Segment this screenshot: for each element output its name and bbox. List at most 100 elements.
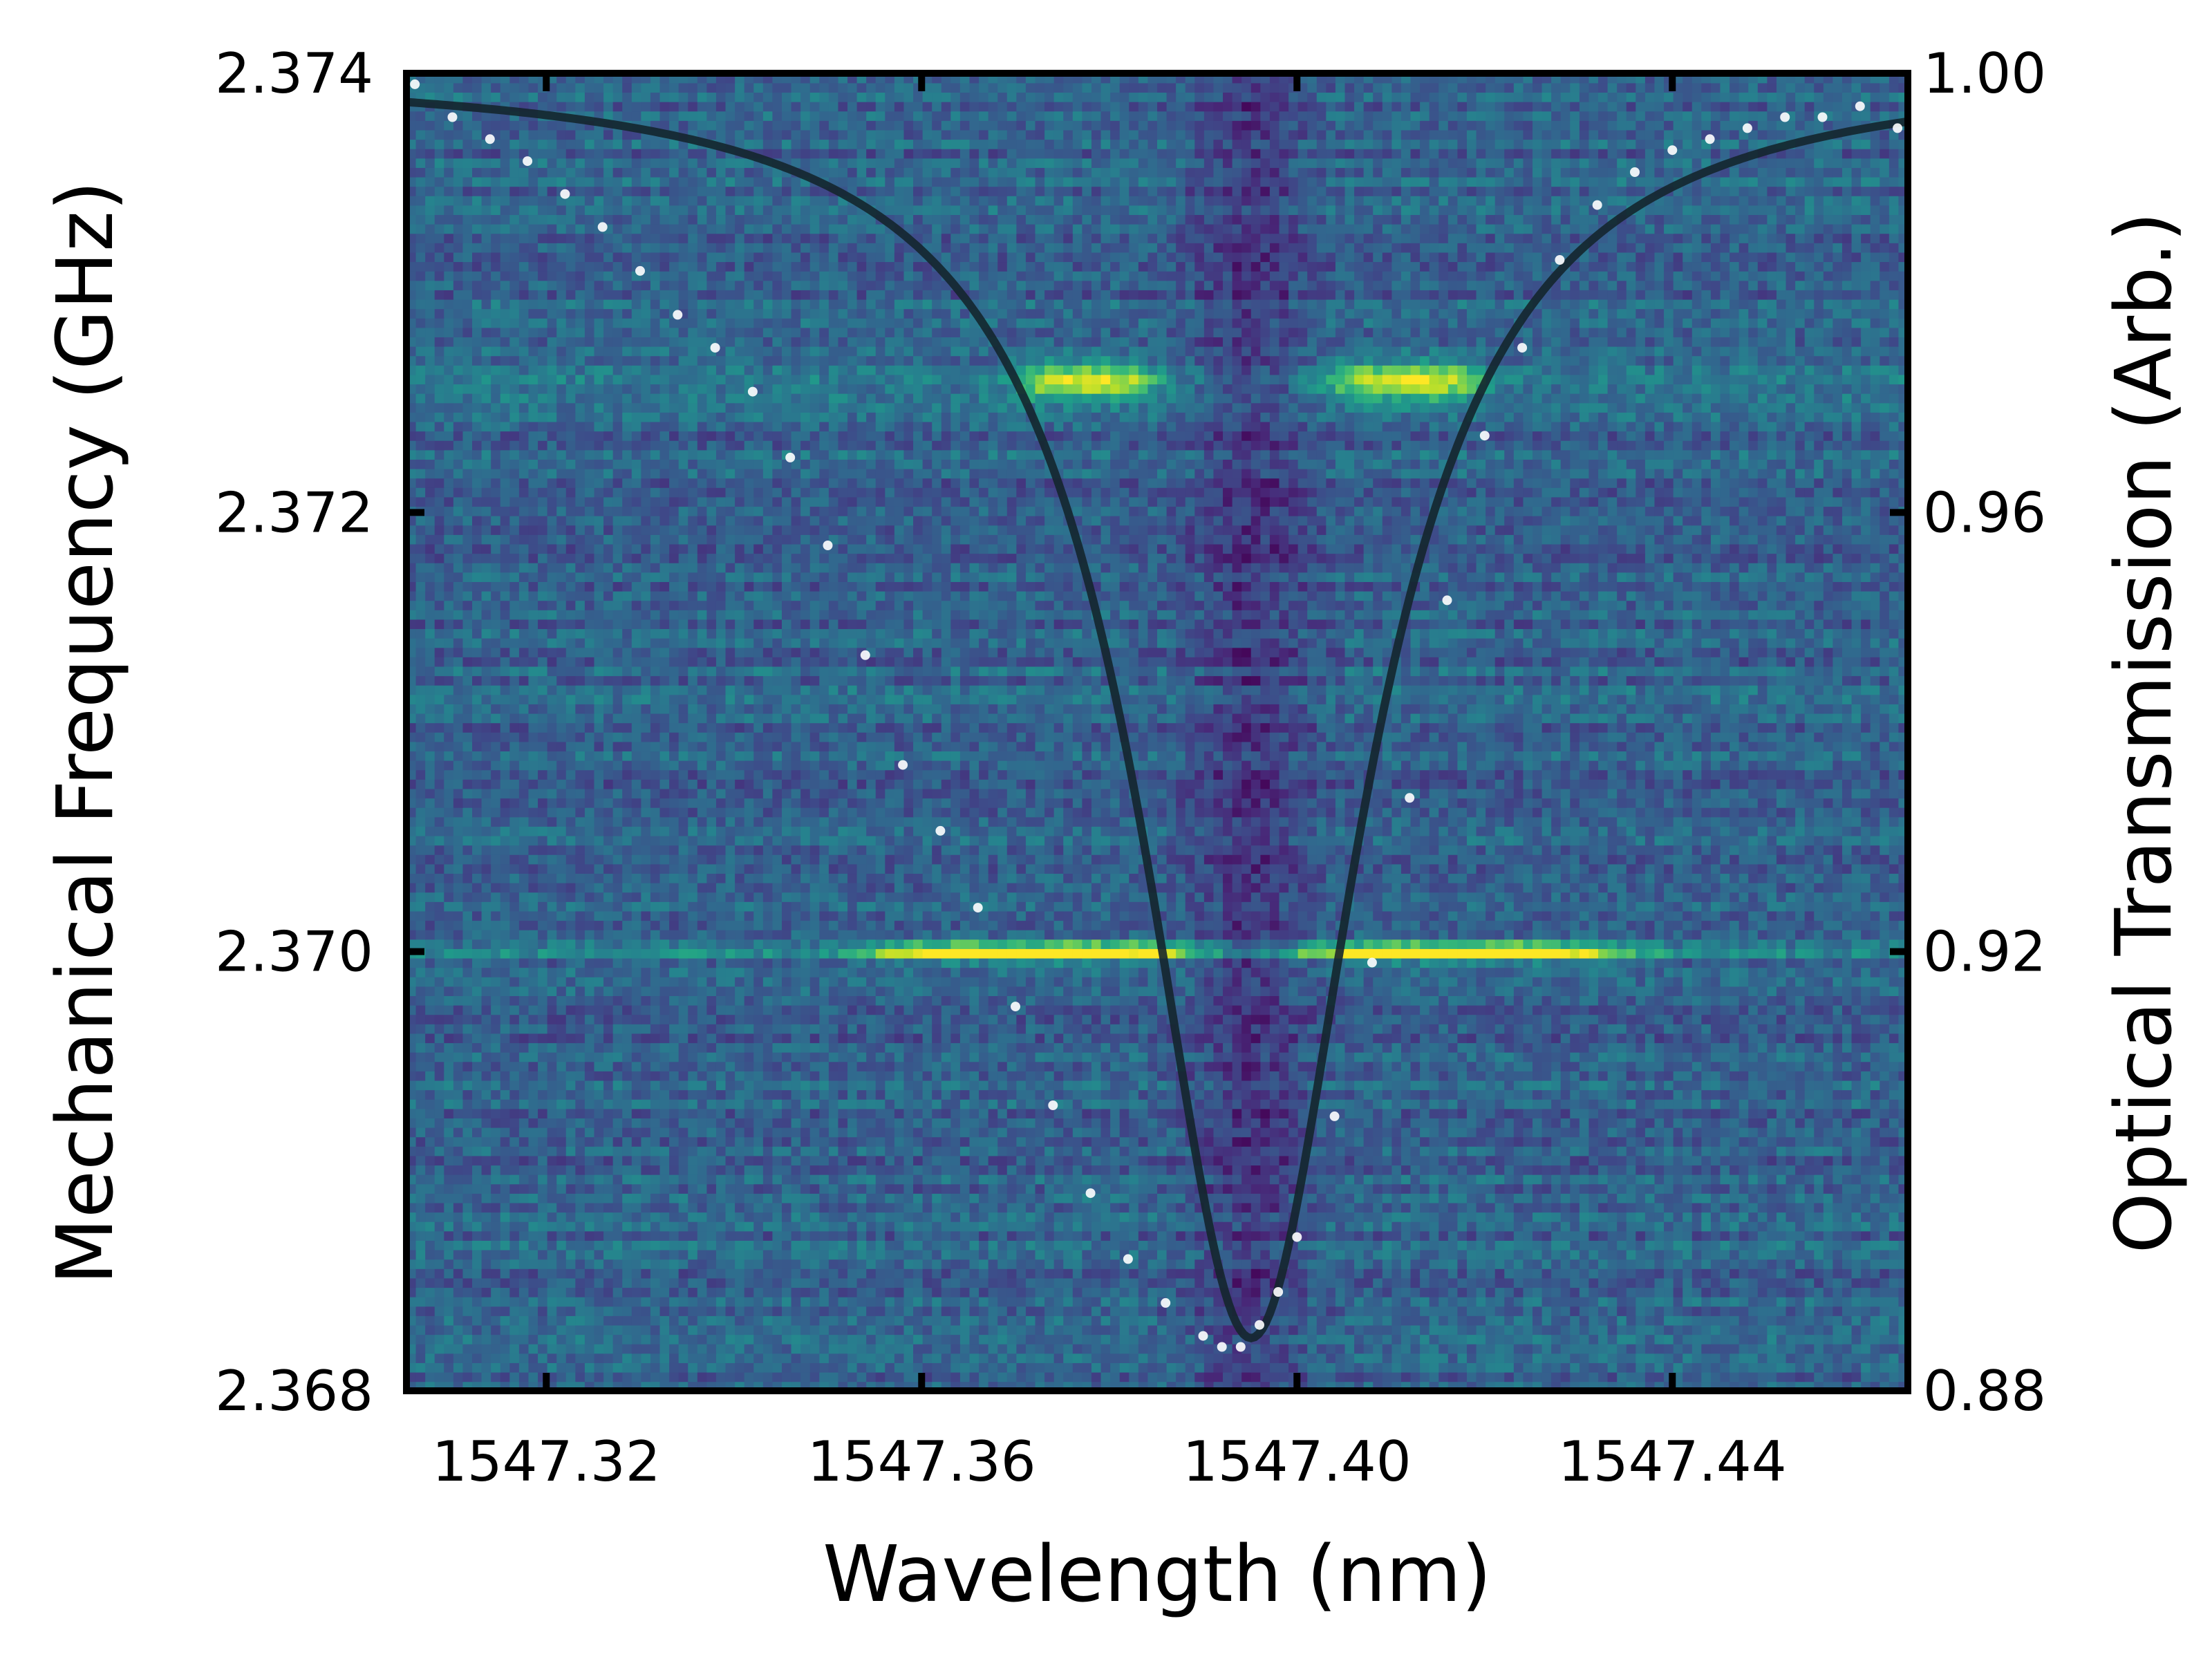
heatmap-cell <box>519 1146 529 1156</box>
heatmap-cell <box>706 1146 716 1156</box>
heatmap-cell <box>1533 1334 1542 1344</box>
heatmap-cell <box>528 1183 538 1193</box>
heatmap-cell <box>1758 1334 1768 1344</box>
heatmap-cell <box>857 1221 867 1231</box>
heatmap-cell <box>416 1174 426 1184</box>
heatmap-cell <box>1683 1259 1692 1268</box>
heatmap-cell <box>979 1315 988 1325</box>
heatmap-cell <box>641 1353 650 1363</box>
heatmap-cell <box>575 1212 585 1221</box>
heatmap-cell <box>416 1165 426 1174</box>
heatmap-cell <box>538 1127 547 1137</box>
heatmap-cell <box>1495 1240 1505 1250</box>
heatmap-cell <box>1063 1212 1073 1221</box>
heatmap-cell <box>1073 1203 1082 1212</box>
heatmap-cell <box>1007 1353 1017 1363</box>
heatmap-cell <box>1674 1221 1683 1231</box>
heatmap-cell <box>1411 1334 1421 1344</box>
heatmap-cell <box>1880 1362 1889 1372</box>
heatmap-cell <box>519 1212 529 1221</box>
heatmap-cell <box>735 1325 744 1335</box>
heatmap-cell <box>594 1287 604 1297</box>
heatmap-cell <box>1223 1231 1232 1241</box>
heatmap-cell <box>1561 1203 1571 1212</box>
heatmap-cell <box>1082 1315 1091 1325</box>
heatmap-cell <box>594 1344 604 1353</box>
heatmap-cell <box>960 1287 970 1297</box>
heatmap-cell <box>1721 1193 1730 1203</box>
heatmap-cell <box>1194 1250 1204 1259</box>
heatmap-cell <box>650 1344 660 1353</box>
heatmap-cell <box>1260 1362 1270 1372</box>
heatmap-cell <box>997 1315 1007 1325</box>
heatmap-cell <box>500 1174 510 1184</box>
heatmap-cell <box>519 1231 529 1241</box>
heatmap-cell <box>462 1278 472 1288</box>
heatmap-cell <box>669 1221 679 1231</box>
heatmap-cell <box>491 1297 500 1306</box>
heatmap-cell <box>1580 1156 1589 1165</box>
heatmap-cell <box>1842 1353 1852 1363</box>
heatmap-cell <box>1147 1146 1157 1156</box>
heatmap-cell <box>1580 1297 1589 1306</box>
heatmap-cell <box>1654 1156 1664 1165</box>
heatmap-cell <box>763 1240 773 1250</box>
heatmap-cell <box>1608 1156 1618 1165</box>
heatmap-cell <box>894 1372 904 1382</box>
heatmap-cell <box>1767 1240 1777 1250</box>
heatmap-cell <box>1251 1183 1261 1193</box>
heatmap-cell <box>1588 1315 1598 1325</box>
heatmap-cell <box>1880 1183 1889 1193</box>
heatmap-cell <box>1730 1203 1739 1212</box>
heatmap-cell <box>903 1344 913 1353</box>
heatmap-cell <box>1232 1212 1242 1221</box>
heatmap-cell <box>472 1250 482 1259</box>
heatmap-cell <box>1364 1212 1374 1221</box>
heatmap-cell <box>1889 1297 1899 1306</box>
heatmap-cell <box>1711 1136 1721 1146</box>
heatmap-cell <box>444 1334 453 1344</box>
heatmap-cell <box>697 1146 707 1156</box>
heatmap-cell <box>1063 1362 1073 1372</box>
heatmap-cell <box>1035 1268 1045 1278</box>
heatmap-cell <box>1608 1183 1618 1193</box>
heatmap-cell <box>726 1344 735 1353</box>
heatmap-cell <box>519 1315 529 1325</box>
heatmap-cell <box>1504 1344 1514 1353</box>
heatmap-cell <box>923 1183 932 1193</box>
heatmap-cell <box>519 1193 529 1203</box>
heatmap-cell <box>1721 1268 1730 1278</box>
heatmap-cell <box>1514 1221 1524 1231</box>
heatmap-cell <box>622 1221 632 1231</box>
heatmap-cell <box>1335 1136 1345 1146</box>
heatmap-cell <box>1138 1250 1148 1259</box>
heatmap-cell <box>1758 1203 1768 1212</box>
heatmap-cell <box>1007 1146 1017 1156</box>
heatmap-cell <box>1852 1240 1862 1250</box>
heatmap-cell <box>1635 1174 1645 1184</box>
heatmap-cell <box>1664 1240 1674 1250</box>
heatmap-cell <box>1654 1278 1664 1288</box>
heatmap-cell <box>482 1250 491 1259</box>
heatmap-cell <box>1758 1240 1768 1250</box>
heatmap-cell <box>1701 1156 1711 1165</box>
heatmap-cell <box>1082 1306 1091 1315</box>
heatmap-cell <box>782 1212 791 1221</box>
heatmap-cell <box>1598 1315 1608 1325</box>
heatmap-cell <box>1026 1156 1035 1165</box>
heatmap-cell <box>603 1372 613 1382</box>
heatmap-cell <box>1213 1353 1223 1363</box>
heatmap-cell <box>1044 1268 1054 1278</box>
heatmap-cell <box>1561 1259 1571 1268</box>
heatmap-cell <box>594 1372 604 1382</box>
heatmap-cell <box>1561 1372 1571 1382</box>
heatmap-cell <box>425 1306 435 1315</box>
heatmap-cell <box>1748 1165 1758 1174</box>
heatmap-cell <box>903 1325 913 1335</box>
heatmap-cell <box>1129 1268 1138 1278</box>
heatmap-cell <box>782 1174 791 1184</box>
heatmap-cell <box>1523 1278 1533 1288</box>
heatmap-cell <box>453 1174 463 1184</box>
heatmap-cell <box>585 1315 594 1325</box>
heatmap-cell <box>1795 1221 1805 1231</box>
